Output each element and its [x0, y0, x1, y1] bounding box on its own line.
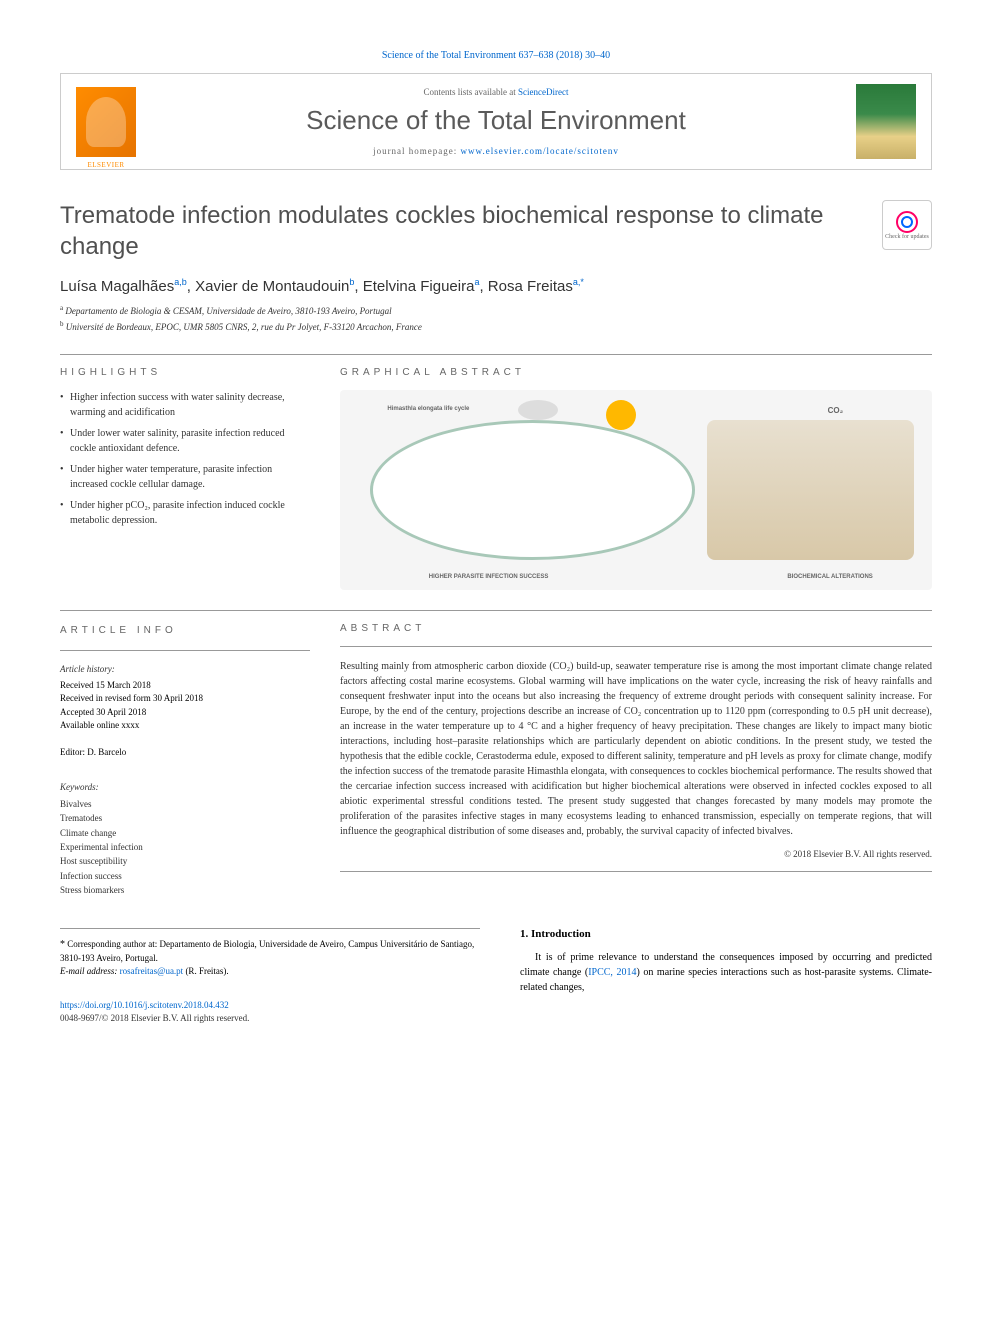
elsevier-logo — [76, 87, 136, 157]
received-date: Received 15 March 2018 — [60, 679, 310, 693]
abstract-heading: ABSTRACT — [340, 623, 932, 634]
cloud-icon — [518, 400, 558, 420]
lifecycle-oval — [370, 420, 696, 560]
abstract-copyright: © 2018 Elsevier B.V. All rights reserved… — [340, 849, 932, 859]
author-list: Luísa Magalhãesa,b, Xavier de Montaudoui… — [60, 277, 932, 295]
keyword-item: Trematodes — [60, 811, 310, 825]
keyword-item: Bivalves — [60, 797, 310, 811]
doi-link[interactable]: https://doi.org/10.1016/j.scitotenv.2018… — [60, 999, 480, 1013]
keyword-item: Stress biomarkers — [60, 883, 310, 897]
journal-cover-image — [856, 84, 916, 159]
introduction-heading: 1. Introduction — [520, 928, 932, 940]
check-updates-badge[interactable]: Check for updates — [882, 200, 932, 250]
abstract-divider — [340, 646, 932, 647]
highlight-item: Under lower water salinity, parasite inf… — [60, 426, 310, 456]
keyword-item: Climate change — [60, 826, 310, 840]
journal-header: Contents lists available at ScienceDirec… — [60, 73, 932, 170]
keyword-item: Experimental infection — [60, 840, 310, 854]
contents-available: Contents lists available at ScienceDirec… — [151, 87, 841, 97]
sun-icon — [606, 400, 636, 430]
article-title: Trematode infection modulates cockles bi… — [60, 200, 862, 262]
graphical-abstract-image: CO₂ Himasthla elongata life cycle HIGHER… — [340, 390, 932, 590]
keywords-list: Bivalves Trematodes Climate change Exper… — [60, 797, 310, 898]
abstract-bottom-divider — [340, 871, 932, 872]
keywords-label: Keywords: — [60, 781, 310, 795]
keyword-item: Infection success — [60, 869, 310, 883]
reference-link[interactable]: IPCC, 2014 — [588, 967, 636, 978]
abstract-text: Resulting mainly from atmospheric carbon… — [340, 659, 932, 839]
homepage-url-link[interactable]: www.elsevier.com/locate/scitotenv — [461, 146, 619, 156]
section-divider — [60, 610, 932, 611]
co2-label: CO₂ — [828, 406, 844, 415]
keyword-item: Host susceptibility — [60, 854, 310, 868]
journal-title: Science of the Total Environment — [151, 105, 841, 136]
crossmark-icon — [895, 210, 919, 234]
revised-date: Received in revised form 30 April 2018 — [60, 692, 310, 706]
affiliations: a Departamento de Biologia & CESAM, Univ… — [60, 303, 932, 334]
section-divider — [60, 354, 932, 355]
author-affiliation-sup[interactable]: a,b — [174, 277, 187, 287]
author-affiliation-sup[interactable]: a,* — [573, 277, 584, 287]
highlight-item: Under higher water temperature, parasite… — [60, 462, 310, 492]
graphical-abstract-heading: GRAPHICAL ABSTRACT — [340, 367, 932, 378]
corresponding-author: * Corresponding author at: Departamento … — [60, 928, 480, 979]
editor-info: Editor: D. Barcelo — [60, 746, 310, 760]
article-history-label: Article history: — [60, 663, 310, 677]
journal-homepage: journal homepage: www.elsevier.com/locat… — [151, 146, 841, 156]
sediment-panel — [707, 420, 914, 560]
sciencedirect-link[interactable]: ScienceDirect — [518, 87, 568, 97]
info-divider — [60, 650, 310, 651]
accepted-date: Accepted 30 April 2018 — [60, 706, 310, 720]
volume-citation[interactable]: Science of the Total Environment 637–638… — [60, 50, 932, 61]
article-info-heading: ARTICLE INFO — [60, 623, 310, 638]
issn-copyright: 0048-9697/© 2018 Elsevier B.V. All right… — [60, 1012, 480, 1026]
highlight-item: Under higher pCO₂, parasite infection in… — [60, 498, 310, 528]
highlight-item: Higher infection success with water sali… — [60, 390, 310, 420]
infection-success-label: HIGHER PARASITE INFECTION SUCCESS — [429, 574, 549, 580]
available-date: Available online xxxx — [60, 719, 310, 733]
lifecycle-label: Himasthla elongata life cycle — [387, 406, 469, 412]
biochemical-label: BIOCHEMICAL ALTERATIONS — [787, 574, 872, 580]
email-link[interactable]: rosafreitas@ua.pt — [120, 966, 184, 976]
highlights-list: Higher infection success with water sali… — [60, 390, 310, 528]
introduction-text: It is of prime relevance to understand t… — [520, 950, 932, 995]
highlights-heading: HIGHLIGHTS — [60, 367, 310, 378]
